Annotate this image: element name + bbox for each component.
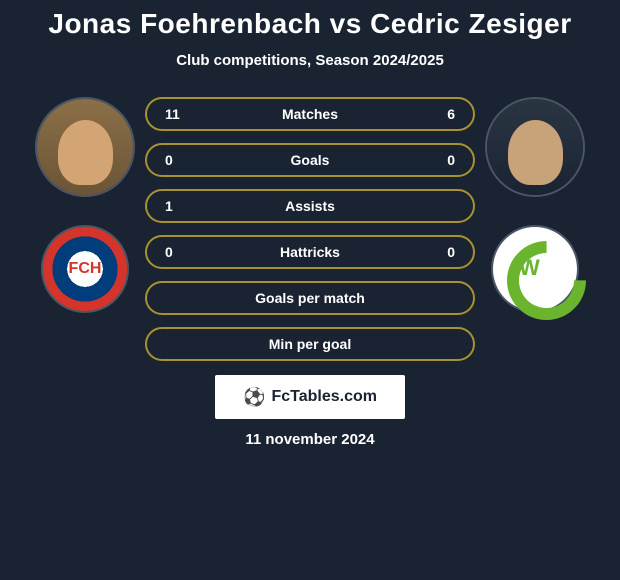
footer-badge: ⚽ FcTables.com [215, 375, 405, 419]
page-title: Jonas Foehrenbach vs Cedric Zesiger [48, 8, 571, 40]
wolfsburg-icon: W [505, 239, 565, 299]
player-right-column: W [475, 97, 595, 313]
stat-label: Hattricks [195, 244, 425, 260]
date-text: 11 november 2024 [245, 431, 374, 448]
stat-bar: 0Hattricks0 [145, 235, 475, 269]
stat-label: Assists [195, 198, 425, 214]
stat-value-right: 0 [425, 244, 455, 260]
football-icon: ⚽ [243, 387, 265, 408]
stat-value-right: 6 [425, 106, 455, 122]
stats-column: 11Matches60Goals01Assists0Hattricks0Goal… [145, 97, 475, 361]
stat-label: Goals [195, 152, 425, 168]
stat-label: Min per goal [195, 336, 425, 352]
club-right-badge: W [491, 225, 579, 313]
stat-value-left: 0 [165, 244, 195, 260]
stat-bar: Goals per match [145, 281, 475, 315]
stat-value-right: 0 [425, 152, 455, 168]
stat-bar: 0Goals0 [145, 143, 475, 177]
club-left-badge: FCH [41, 225, 129, 313]
stat-value-left: 1 [165, 198, 195, 214]
stat-bar: 1Assists [145, 189, 475, 223]
player-right-avatar [485, 97, 585, 197]
stat-bar: 11Matches6 [145, 97, 475, 131]
player-left-column: FCH [25, 97, 145, 313]
player-left-avatar [35, 97, 135, 197]
stat-value-left: 11 [165, 106, 195, 122]
stat-label: Goals per match [195, 290, 425, 306]
footer-text: FcTables.com [271, 388, 377, 406]
club-left-text: FCH [69, 260, 102, 278]
stat-bar: Min per goal [145, 327, 475, 361]
comparison-row: FCH 11Matches60Goals01Assists0Hattricks0… [0, 97, 620, 361]
stat-label: Matches [195, 106, 425, 122]
stat-value-left: 0 [165, 152, 195, 168]
subtitle: Club competitions, Season 2024/2025 [176, 52, 444, 69]
